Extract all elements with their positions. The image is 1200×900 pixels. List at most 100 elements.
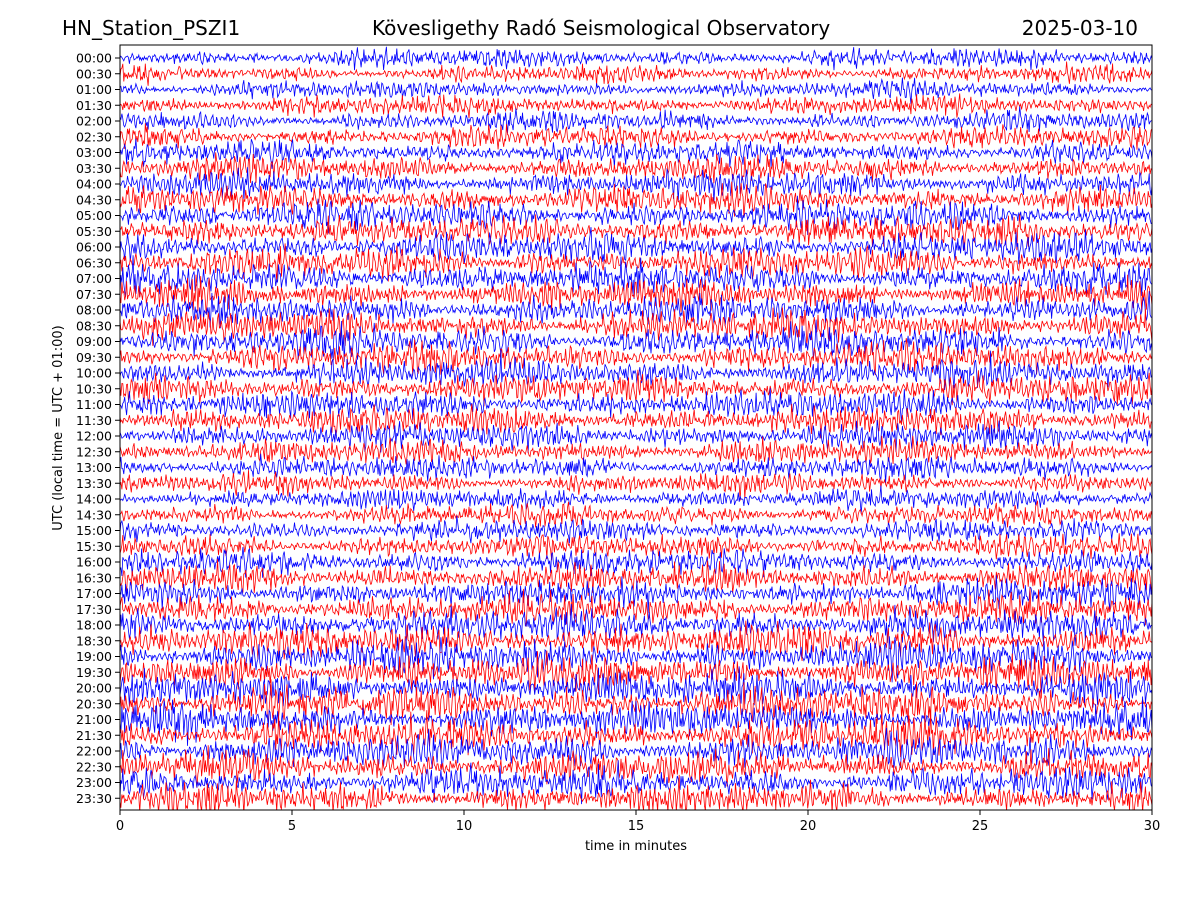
y-tick-label: 05:30 [76,224,112,239]
trace-line [120,603,1152,646]
y-tick-label: 10:30 [76,381,112,396]
x-tick-label: 10 [456,819,473,834]
y-tick-label: 07:30 [76,287,112,302]
y-tick-label: 13:30 [76,476,112,491]
y-tick-label: 17:00 [76,586,112,601]
trace-line [120,745,1152,788]
x-axis-label: time in minutes [585,839,687,854]
x-tick-label: 30 [1144,819,1161,834]
trace-line [120,195,1152,236]
x-tick-label: 25 [972,819,989,834]
y-tick-label: 07:00 [76,271,112,286]
trace-line [120,255,1152,300]
y-tick-label: 16:30 [76,570,112,585]
y-tick-label: 11:00 [76,397,112,412]
y-tick-label: 10:00 [76,366,112,381]
trace-line [120,46,1152,71]
y-tick-label: 16:00 [76,555,112,570]
trace-line [120,181,1152,218]
y-tick-label: 14:00 [76,492,112,507]
trace-line [120,620,1152,662]
traces-group [120,46,1152,810]
trace-line [120,547,1152,578]
y-tick-label: 17:30 [76,602,112,617]
trace-line [120,710,1152,758]
trace-line [120,93,1152,119]
x-tick-label: 20 [800,819,817,834]
trace-line [120,307,1152,346]
y-tick-label: 12:00 [76,429,112,444]
y-tick-label: 22:00 [76,744,112,759]
y-tick-label: 06:30 [76,255,112,270]
y-tick-label: 21:00 [76,712,112,727]
y-tick-label: 19:00 [76,649,112,664]
y-tick-label: 01:30 [76,98,112,113]
trace-line [120,774,1152,810]
date-title: 2025-03-10 [1021,16,1138,40]
trace-line [120,77,1152,104]
y-tick-label: 11:30 [76,413,112,428]
trace-line [120,138,1152,169]
trace-line [120,470,1152,501]
y-tick-label: 08:30 [76,318,112,333]
y-tick-label: 12:30 [76,444,112,459]
y-axis-label: UTC (local time = UTC + 01:00) [51,325,66,530]
y-tick-label: 14:30 [76,507,112,522]
trace-line [120,152,1152,184]
y-tick-label: 04:30 [76,192,112,207]
trace-line [120,419,1152,454]
x-tick-label: 0 [116,819,124,834]
trace-line [120,338,1152,376]
trace-line [120,500,1152,528]
trace-line [120,319,1152,362]
y-tick-label: 06:00 [76,240,112,255]
y-tick-label: 15:30 [76,539,112,554]
trace-line [120,274,1152,315]
trace-line [120,388,1152,423]
y-tick-label: 02:30 [76,129,112,144]
y-tick-label: 22:30 [76,759,112,774]
y-tick-label: 01:00 [76,82,112,97]
y-tick-label: 20:00 [76,681,112,696]
y-tick-label: 03:30 [76,161,112,176]
trace-line [120,679,1152,726]
y-tick-label: 21:30 [76,728,112,743]
trace-line [120,290,1152,329]
y-tick-label: 02:00 [76,114,112,129]
station-title: HN_Station_PSZI1 [62,16,241,40]
trace-line [120,61,1152,86]
x-axis: 0 5 10 15 20 25 30 [116,810,1160,834]
trace-line [120,727,1152,770]
y-tick-label: 05:00 [76,208,112,223]
trace-line [120,227,1152,265]
observatory-title: Kövesligethy Radó Seismological Observat… [372,16,831,40]
y-tick-label: 00:00 [76,51,112,66]
trace-line [120,403,1152,439]
x-tick-label: 5 [288,819,296,834]
y-tick-label: 18:00 [76,618,112,633]
trace-line [120,435,1152,465]
y-tick-label: 23:00 [76,775,112,790]
y-tick-label: 19:30 [76,665,112,680]
trace-line [120,558,1152,596]
y-tick-label: 23:30 [76,791,112,806]
trace-line [120,575,1152,613]
trace-line [120,350,1152,391]
trace-line [120,515,1152,545]
trace-line [120,636,1152,683]
trace-line [120,485,1152,514]
trace-line [120,106,1152,134]
trace-line [120,243,1152,283]
trace-line [120,453,1152,484]
trace-line [120,587,1152,627]
y-tick-label: 20:30 [76,696,112,711]
y-tick-label: 00:30 [76,66,112,81]
trace-line [120,214,1152,251]
y-tick-label: 08:00 [76,303,112,318]
trace-line [120,696,1152,746]
y-tick-label: 13:00 [76,460,112,475]
y-tick-label: 04:00 [76,177,112,192]
y-tick-label: 15:00 [76,523,112,538]
y-tick-label: 09:30 [76,350,112,365]
